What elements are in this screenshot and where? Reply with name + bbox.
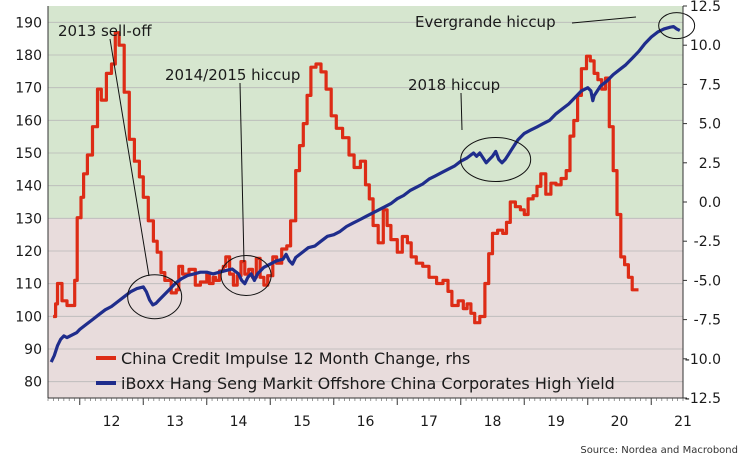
right-tick-label--7.5: -7.5 (694, 313, 721, 329)
background-band-1 (48, 218, 683, 398)
series-lines (49, 25, 681, 363)
annotation-arrows (109, 16, 637, 277)
high-yield-index-line (49, 25, 681, 363)
right-tick-label-0.0: 0.0 (699, 195, 721, 211)
left-tick-label-150: 150 (15, 146, 42, 162)
left-tick-label-80: 80 (24, 375, 42, 391)
right-tick-label-10.0: 10.0 (690, 38, 721, 54)
annotation-labels: 2013 sell-off 2014/2015 hiccup 2018 hiccup… (58, 13, 556, 94)
left-tick-label-160: 160 (15, 113, 42, 129)
left-tick-label-140: 140 (15, 179, 42, 195)
annotation-circle-0 (127, 274, 183, 320)
left-tick-label-110: 110 (15, 277, 42, 293)
x-tick-label-16: 16 (357, 414, 375, 430)
x-tick-label-17: 17 (420, 414, 438, 430)
left-tick-label-170: 170 (15, 81, 42, 97)
left-tick-label-130: 130 (15, 211, 42, 227)
x-tick-label-15: 15 (293, 414, 311, 430)
left-tick-label-120: 120 (15, 244, 42, 260)
x-tick-label-20: 20 (611, 414, 629, 430)
annotation-arrow-1 (239, 82, 245, 263)
left-tick-label-100: 100 (15, 309, 42, 325)
axes: 190 180 170 160 150 140 130 120 110 100 90 80 12.5 10… (15, 0, 721, 430)
x-tick-label-12: 12 (103, 414, 121, 430)
annotation-label-0: 2013 sell-off (58, 22, 152, 40)
annotation-circle-2 (460, 137, 532, 183)
right-tick-label-7.5: 7.5 (699, 77, 721, 93)
right-tick-label--10.0: -10.0 (685, 352, 721, 368)
right-tick-label--12.5: -12.5 (685, 391, 721, 407)
legend-label-0: China Credit Impulse 12 Month Change, rh… (121, 349, 470, 368)
left-tick-label-190: 190 (15, 15, 42, 31)
right-tick-label-2.5: 2.5 (699, 156, 721, 172)
x-tick-label-19: 19 (547, 414, 565, 430)
right-tick-label-5.0: 5.0 (699, 117, 721, 133)
annotation-label-1: 2014/2015 hiccup (165, 66, 300, 84)
right-tick-label-12.5: 12.5 (690, 0, 721, 15)
legend-label-1: iBoxx Hang Seng Markit Offshore China Co… (121, 374, 615, 393)
annotation-arrow-0 (109, 38, 150, 277)
annotation-label-3: Evergrande hiccup (415, 13, 556, 31)
annotation-label-2: 2018 hiccup (408, 76, 500, 94)
annotation-arrow-2 (460, 92, 463, 131)
source-note: Source: Nordea and Macrobond (580, 445, 738, 456)
annotation-circle-1 (220, 255, 272, 296)
right-tick-label--2.5: -2.5 (694, 234, 721, 250)
x-tick-label-18: 18 (484, 414, 502, 430)
right-tick-label--5.0: -5.0 (694, 273, 721, 289)
annotation-circles (127, 12, 696, 320)
annotation-circle-3 (658, 12, 696, 40)
annotation-arrow-3 (571, 16, 637, 24)
legend: China Credit Impulse 12 Month Change, rh… (96, 349, 615, 393)
left-tick-label-180: 180 (15, 48, 42, 64)
x-tick-label-13: 13 (166, 414, 184, 430)
x-tick-label-14: 14 (230, 414, 248, 430)
x-tick-label-21: 21 (674, 414, 692, 430)
left-tick-label-90: 90 (24, 342, 42, 358)
credit-impulse-line (53, 31, 639, 325)
